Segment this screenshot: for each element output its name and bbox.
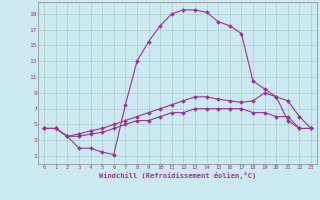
- X-axis label: Windchill (Refroidissement éolien,°C): Windchill (Refroidissement éolien,°C): [99, 172, 256, 179]
